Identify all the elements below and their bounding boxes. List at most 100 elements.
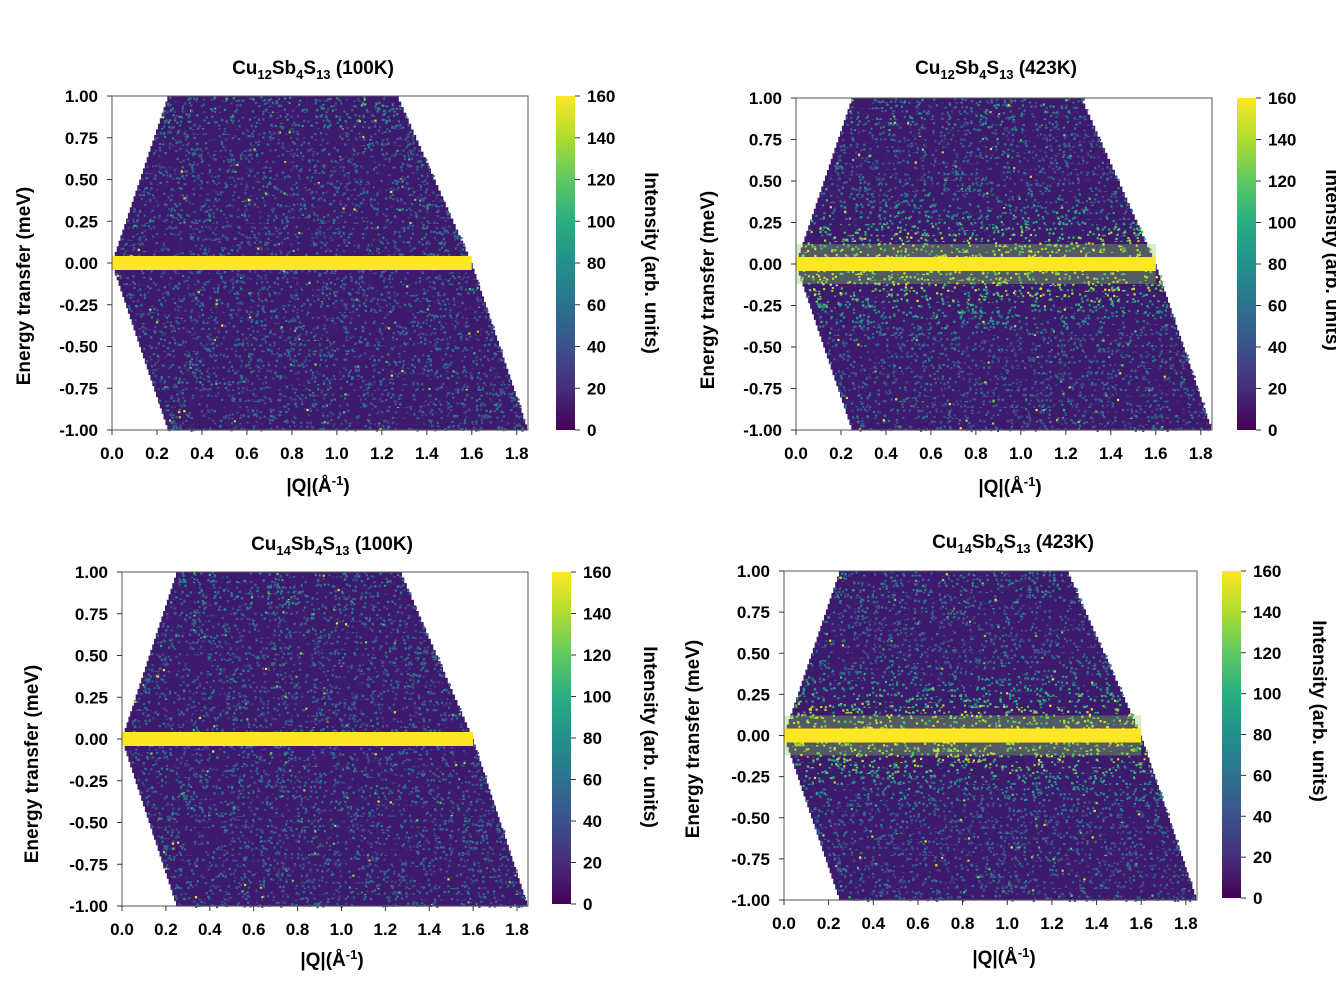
heatmap-speckle: [429, 170, 431, 172]
heatmap-speckle: [285, 320, 287, 322]
heatmap-speckle: [294, 403, 296, 405]
heatmap-speckle: [377, 110, 379, 112]
heatmap-speckle: [203, 99, 205, 101]
heatmap-speckle: [366, 221, 368, 223]
heatmap-speckle: [340, 286, 342, 288]
heatmap-speckle: [283, 308, 285, 310]
heatmap-speckle: [330, 250, 332, 252]
heatmap-speckle: [352, 288, 354, 290]
heatmap-speckle: [277, 277, 279, 279]
heatmap-speckle: [274, 292, 276, 294]
heatmap-speckle: [419, 210, 421, 212]
heatmap-speckle: [197, 163, 199, 165]
heatmap-speckle: [248, 364, 250, 366]
heatmap-speckle: [332, 394, 334, 396]
heatmap-speckle: [178, 398, 180, 400]
heatmap-speckle: [301, 232, 303, 234]
heatmap-speckle: [423, 198, 425, 200]
heatmap-speckle: [314, 380, 316, 382]
heatmap-speckle: [343, 111, 345, 113]
heatmap-speckle: [151, 316, 153, 318]
heatmap-speckle: [345, 99, 347, 101]
heatmap-speckle: [343, 226, 345, 228]
heatmap-speckle: [349, 425, 351, 427]
heatmap-speckle: [396, 108, 398, 110]
heatmap-speckle: [228, 322, 230, 324]
heatmap-speckle: [308, 142, 310, 144]
heatmap-speckle: [351, 109, 353, 111]
heatmap-speckle: [330, 226, 332, 228]
heatmap-speckle: [440, 315, 442, 317]
heatmap-speckle: [421, 238, 423, 240]
heatmap-speckle: [481, 419, 483, 421]
heatmap-speckle: [443, 244, 445, 246]
heatmap-speckle: [247, 409, 249, 411]
heatmap-speckle: [251, 158, 253, 160]
heatmap-speckle: [181, 116, 183, 118]
heatmap-speckle: [407, 144, 409, 146]
heatmap-speckle: [345, 350, 347, 352]
heatmap-speckle: [216, 121, 218, 123]
heatmap-speckle: [458, 282, 460, 284]
heatmap-speckle: [211, 176, 213, 178]
heatmap-speckle: [170, 109, 172, 111]
heatmap-speckle: [296, 293, 298, 295]
heatmap-speckle: [393, 332, 395, 334]
heatmap-speckle: [460, 237, 462, 239]
heatmap-band: [160, 118, 409, 124]
heatmap-speckle: [394, 231, 396, 233]
heatmap-speckle: [388, 297, 390, 299]
heatmap-speckle: [253, 388, 255, 390]
heatmap-speckle: [403, 230, 405, 232]
heatmap-speckle: [232, 286, 234, 288]
heatmap-speckle: [392, 421, 394, 423]
heatmap-speckle: [396, 150, 398, 152]
heatmap-speckle: [236, 425, 238, 427]
heatmap-speckle: [489, 411, 491, 413]
heatmap-speckle: [371, 308, 373, 310]
heatmap-speckle: [136, 305, 138, 307]
heatmap-speckle: [167, 409, 169, 411]
heatmap-speckle: [275, 125, 277, 127]
heatmap-speckle: [213, 254, 215, 256]
heatmap-speckle: [200, 248, 202, 250]
heatmap-speckle: [171, 422, 173, 424]
heatmap-speckle: [417, 196, 419, 198]
heatmap-speckle: [233, 398, 235, 400]
heatmap-speckle: [475, 421, 477, 423]
heatmap-speckle: [389, 282, 391, 284]
heatmap-speckle: [232, 115, 234, 117]
heatmap-speckle: [430, 421, 432, 423]
heatmap-speckle: [241, 152, 243, 154]
heatmap-speckle: [371, 205, 373, 207]
heatmap-speckle: [326, 347, 328, 349]
heatmap-speckle: [199, 231, 201, 233]
heatmap-speckle: [490, 367, 492, 369]
heatmap-speckle: [386, 305, 388, 307]
heatmap-speckle: [500, 393, 502, 395]
heatmap-speckle: [291, 319, 293, 321]
heatmap-speckle: [287, 232, 289, 234]
heatmap-speckle: [199, 220, 201, 222]
heatmap-speckle: [208, 248, 210, 250]
heatmap-speckle: [250, 311, 252, 313]
heatmap-speckle: [314, 377, 316, 379]
heatmap-speckle: [457, 333, 459, 335]
heatmap-speckle: [397, 375, 399, 377]
heatmap-speckle: [273, 207, 275, 209]
heatmap-speckle: [395, 270, 397, 272]
heatmap-speckle: [490, 383, 492, 385]
heatmap-speckle: [305, 331, 307, 333]
heatmap-speckle: [437, 376, 439, 378]
heatmap-speckle: [177, 158, 179, 160]
heatmap-speckle: [333, 341, 335, 343]
heatmap-speckle: [340, 387, 342, 389]
heatmap-speckle: [449, 364, 451, 366]
heatmap-speckle: [519, 405, 521, 407]
heatmap-speckle: [139, 313, 141, 315]
heatmap-speckle: [229, 204, 231, 206]
heatmap-speckle: [209, 388, 211, 390]
heatmap-speckle: [203, 415, 205, 417]
heatmap-speckle: [387, 313, 389, 315]
heatmap-speckle: [273, 353, 275, 355]
